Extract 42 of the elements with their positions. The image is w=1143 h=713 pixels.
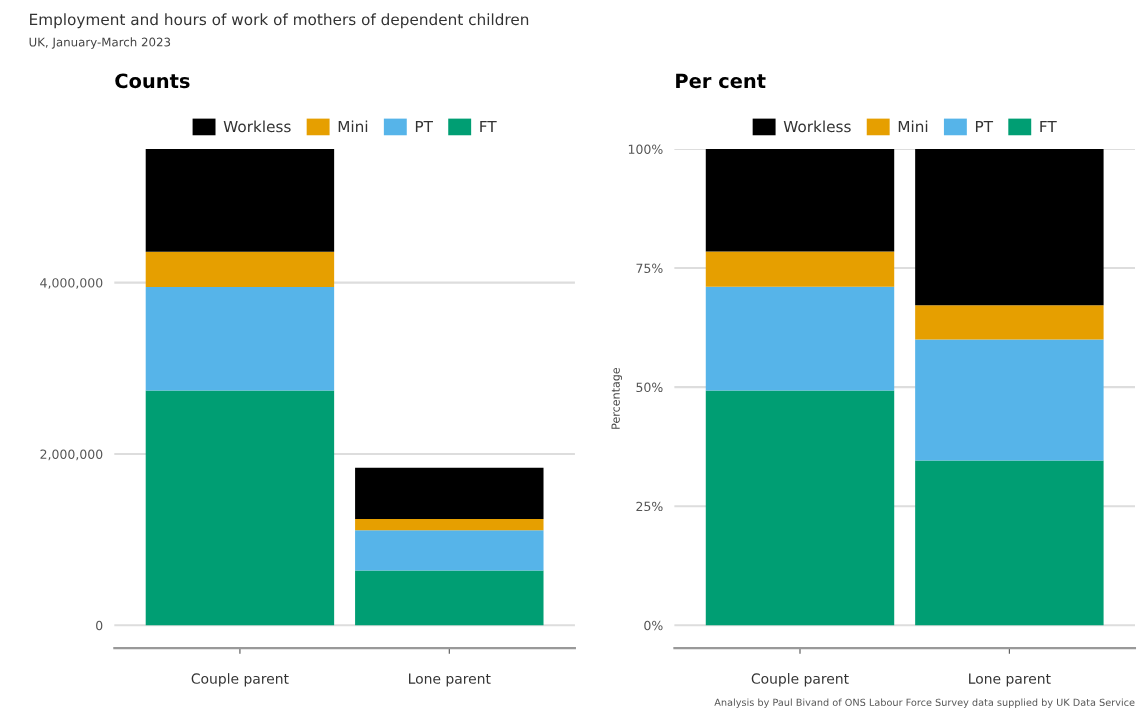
legend-label: Mini xyxy=(898,120,928,133)
text: Analysis by Paul Bivand of ONS Labour Force Survey data supplied by UK Data Service xyxy=(714,698,1135,708)
text: Employment and hours of work of mothers of dependent children xyxy=(30,13,529,29)
bar xyxy=(355,467,544,520)
bar xyxy=(145,390,335,626)
y-tick-label: 4,000,000 xyxy=(40,278,103,289)
bar xyxy=(915,305,1104,340)
y-tick-label: 0% xyxy=(644,620,663,631)
legend-label: Workless xyxy=(223,120,291,133)
bar xyxy=(355,530,544,571)
legend-label: Workless xyxy=(783,120,851,133)
bar xyxy=(705,390,895,626)
bar xyxy=(705,251,895,287)
x-tick-label: Couple parent xyxy=(751,673,849,687)
legend-label: FT xyxy=(480,120,497,133)
bar xyxy=(145,251,335,287)
bar xyxy=(145,149,335,252)
bar xyxy=(915,339,1104,461)
legend-label: PT xyxy=(415,120,433,133)
legend-label: FT xyxy=(1040,120,1057,133)
bar xyxy=(915,149,1104,306)
legend-label: Mini xyxy=(338,120,368,133)
bar xyxy=(705,286,895,391)
bar xyxy=(145,286,335,391)
bar xyxy=(705,149,895,252)
y-tick-label: 50% xyxy=(636,382,663,393)
bar xyxy=(355,570,544,626)
y-tick-label: 0 xyxy=(96,620,103,631)
legend-label: PT xyxy=(975,120,994,133)
y-tick-label: 2,000,000 xyxy=(40,449,103,461)
y-tick-label: 75% xyxy=(636,263,663,273)
y-tick-label: 25% xyxy=(636,501,663,512)
text: UK, January-March 2023 xyxy=(29,37,171,49)
bar xyxy=(915,460,1104,626)
chart-title: Per cent xyxy=(676,73,766,89)
x-tick-label: Couple parent xyxy=(191,673,289,687)
x-tick-label: Lone parent xyxy=(409,673,491,687)
y-axis-title: Percentage xyxy=(611,367,622,429)
bar xyxy=(355,519,544,531)
chart-title: Counts xyxy=(115,73,190,89)
y-tick-label: 100% xyxy=(628,144,663,154)
x-tick-label: Lone parent xyxy=(969,673,1051,687)
